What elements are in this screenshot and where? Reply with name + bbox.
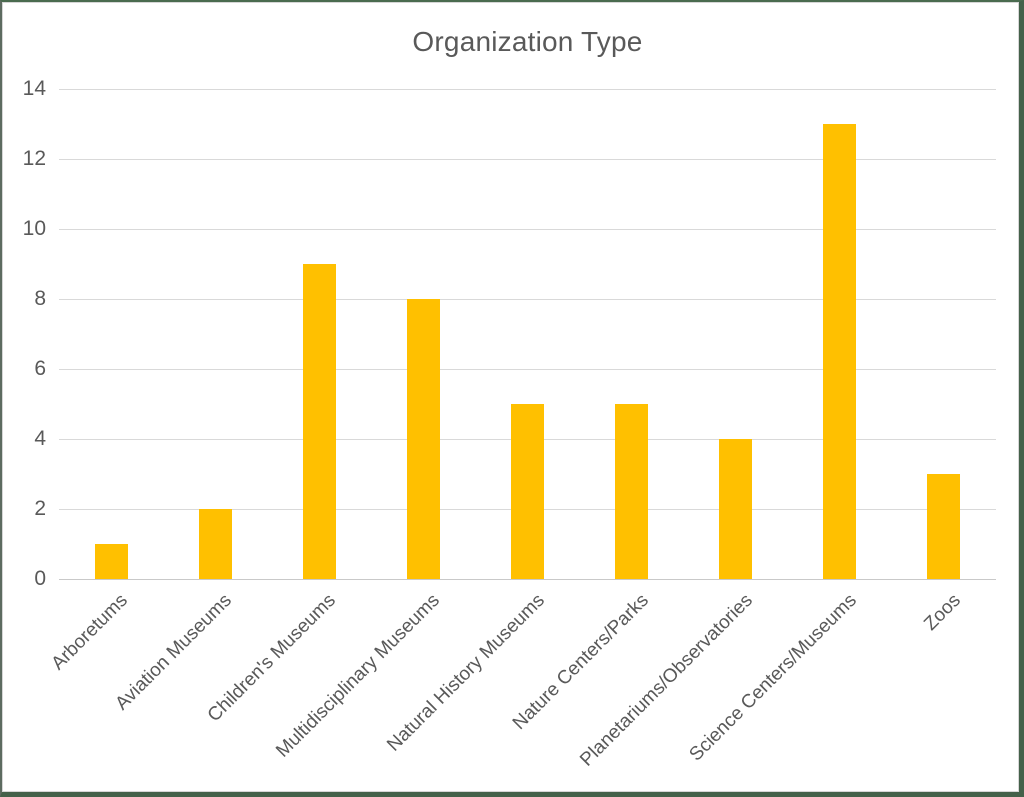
x-tick-label: Science Centers/Museums (685, 590, 861, 766)
y-tick-label: 14 (22, 77, 46, 100)
bar (94, 544, 128, 579)
gridline (59, 299, 996, 300)
x-tick-label: Natural History Museums (382, 590, 549, 756)
y-tick-label: 0 (34, 567, 46, 590)
plot-area (59, 89, 996, 580)
gridline (59, 89, 996, 90)
gridline (59, 369, 996, 370)
bar (823, 124, 857, 579)
x-axis-line (59, 579, 996, 580)
y-tick-label: 2 (34, 497, 46, 520)
x-tick-label: Multidisciplinary Museums (272, 590, 445, 762)
gridline (59, 159, 996, 160)
y-tick-label: 10 (22, 217, 46, 240)
bar (927, 474, 961, 579)
x-tick-label: Planetariums/Observatories (575, 590, 757, 771)
chart-title: Organization Type (412, 26, 643, 57)
y-tick-label: 6 (34, 357, 46, 380)
x-tick-label: Aviation Museums (111, 590, 237, 715)
gridline (59, 229, 996, 230)
bar (511, 404, 544, 579)
y-tick-label: 12 (22, 147, 46, 170)
bar (302, 264, 336, 579)
y-tick-label: 8 (34, 287, 46, 310)
y-tick-label: 4 (34, 427, 46, 450)
bar (406, 299, 440, 579)
bar (615, 404, 649, 579)
bar (719, 439, 753, 579)
x-tick-label: Zoos (920, 590, 965, 635)
x-tick-label: Nature Centers/Parks (508, 590, 653, 735)
x-tick-label: Children's Museums (203, 590, 341, 727)
bar (198, 509, 232, 579)
